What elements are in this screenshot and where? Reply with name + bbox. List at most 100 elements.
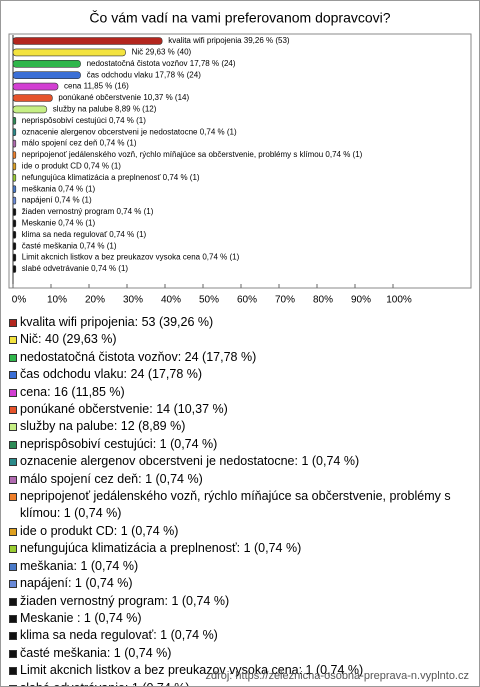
legend-item: meškania: 1 (0,74 %): [9, 558, 471, 575]
bar: [12, 128, 17, 136]
bar: [12, 37, 163, 45]
legend-label: Meskanie : 1 (0,74 %): [20, 610, 142, 625]
legend-item: oznacenie alergenov obcerstveni je nedos…: [9, 453, 471, 470]
legend-swatch: [9, 336, 17, 345]
legend-swatch: [9, 545, 17, 554]
x-tick-label: 10%: [47, 295, 67, 306]
legend-swatch: [9, 562, 17, 571]
legend-swatch: [9, 527, 17, 536]
legend-label: málo spojení cez deň: 1 (0,74 %): [20, 471, 203, 486]
source: zdroj: https://zeleznicna-osobna-preprav…: [205, 670, 469, 682]
bar-label: slabé odvetrávanie 0,74 % (1): [22, 264, 129, 273]
legend-swatch: [9, 493, 17, 502]
x-tick-label: 90%: [351, 295, 371, 306]
legend-label: Limit akcnich listkov a bez preukazov vy…: [20, 663, 364, 678]
legend-label: čas odchodu vlaku: 24 (17,78 %): [20, 367, 203, 382]
legend-label: oznacenie alergenov obcerstveni je nedos…: [20, 454, 360, 469]
bar-label: ponúkané občerstvenie 10,37 % (14): [58, 93, 189, 102]
chart: Čo vám vadí na vami preferovanom dopravc…: [8, 10, 472, 306]
x-tick-label: 60%: [237, 295, 257, 306]
bar-label: meškania 0,74 % (1): [22, 184, 96, 193]
legend-item: klima sa neda regulovať: 1 (0,74 %): [9, 627, 471, 644]
legend-label: cena: 16 (11,85 %): [20, 384, 125, 399]
bar: [12, 231, 17, 239]
bar: [12, 105, 48, 114]
legend-label: nefungujúca klimatizácia a preplnenosť: …: [20, 541, 302, 556]
legend-label: služby na palube: 12 (8,89 %): [20, 419, 186, 434]
legend-item: nefungujúca klimatizácia a preplnenosť: …: [9, 540, 471, 557]
x-tick-label: 80%: [313, 295, 333, 306]
legend-swatch: [9, 319, 17, 327]
legend-item: Nič: 40 (29,63 %): [9, 331, 471, 348]
legend-swatch: [9, 388, 17, 397]
bar: [12, 117, 17, 125]
x-tick-label: 30%: [123, 295, 143, 306]
legend-item: napájení: 1 (0,74 %): [9, 575, 471, 592]
bar: [12, 162, 17, 171]
legend-item: kvalita wifi pripojenia: 53 (39,26 %): [9, 314, 471, 331]
legend-item: služby na palube: 12 (8,89 %): [9, 418, 471, 435]
plot-frame: [8, 33, 472, 289]
bar: [12, 196, 17, 205]
bar: [12, 174, 17, 182]
bar-label: služby na palube 8,89 % (12): [53, 105, 157, 114]
bar: [12, 253, 17, 262]
legend-label: napájení: 1 (0,74 %): [20, 576, 133, 591]
legend-item: žiaden vernostný program: 1 (0,74 %): [9, 593, 471, 610]
bar: [12, 82, 59, 91]
x-tick-label: 40%: [161, 295, 181, 306]
bar-label: nedostatočná čistota vozňov 17,78 % (24): [87, 59, 236, 68]
bar: [12, 71, 81, 79]
bar: [12, 59, 81, 68]
legend-label: žiaden vernostný program: 1 (0,74 %): [20, 593, 230, 608]
bar-label: nepripojenoť jedálenského vozň, rýchlo m…: [22, 150, 363, 159]
bar-label: časté meškania 0,74 % (1): [22, 241, 117, 250]
bar: [12, 139, 17, 148]
legend-label: ide o produkt CD: 1 (0,74 %): [20, 523, 179, 538]
legend-label: klima sa neda regulovať: 1 (0,74 %): [20, 628, 218, 643]
legend-item: ponúkané občerstvenie: 14 (10,37 %): [9, 401, 471, 418]
legend-label: nedostatočná čistota vozňov: 24 (17,78 %…: [20, 349, 257, 364]
legend-swatch: [9, 371, 17, 380]
bar: [12, 94, 53, 102]
bar-label: žiaden vernostný program 0,74 % (1): [22, 207, 154, 216]
legend-item: Meskanie : 1 (0,74 %): [9, 610, 471, 627]
legend-item: nedostatočná čistota vozňov: 24 (17,78 %…: [9, 349, 471, 366]
x-tick-label: 100%: [386, 295, 412, 306]
bar: [12, 219, 17, 228]
bar-label: neprispôsobiví cestujúci 0,74 % (1): [22, 116, 146, 125]
legend-swatch: [9, 353, 17, 362]
bar-label: cena 11,85 % (16): [64, 82, 129, 91]
x-tick-label: 0%: [12, 295, 27, 306]
legend-label: kvalita wifi pripojenia: 53 (39,26 %): [20, 315, 214, 329]
legend-swatch: [9, 667, 17, 676]
bar: [12, 242, 17, 250]
legend-label: meškania: 1 (0,74 %): [20, 558, 139, 573]
legend-swatch: [9, 475, 17, 484]
legend-swatch: [9, 597, 17, 606]
legend-item: slabé odvetrávanie: 1 (0,74 %): [9, 680, 471, 686]
bar: [12, 151, 17, 159]
x-tick-label: 70%: [275, 295, 295, 306]
bar: [12, 48, 126, 57]
legend-swatch: [9, 684, 17, 686]
bar-label: málo spojení cez deň 0,74 % (1): [22, 139, 137, 148]
legend-item: neprispôsobiví cestujúci: 1 (0,74 %): [9, 436, 471, 453]
bar-label: nefungujúca klimatizácia a preplnenosť 0…: [22, 173, 200, 182]
chart-title: Čo vám vadí na vami preferovanom dopravc…: [89, 10, 390, 26]
legend-label: nepripojenoť jedálenského vozň, rýchlo m…: [20, 489, 451, 521]
bar-label: Limit akcnich listkov a bez preukazov vy…: [22, 253, 240, 262]
legend-label: slabé odvetrávanie: 1 (0,74 %): [20, 681, 190, 686]
legend-swatch: [9, 440, 17, 449]
bar-label: napájení 0,74 % (1): [22, 196, 92, 205]
bar: [12, 208, 17, 216]
legend-swatch: [9, 423, 17, 432]
x-tick-label: 50%: [199, 295, 219, 306]
bar-label: Nič 29,63 % (40): [132, 48, 192, 57]
legend-item: Limit akcnich listkov a bez preukazov vy…: [9, 662, 471, 679]
bar: [12, 265, 17, 273]
legend-item: časté meškania: 1 (0,74 %): [9, 645, 471, 662]
legend-item: čas odchodu vlaku: 24 (17,78 %): [9, 366, 471, 383]
bar-label: klima sa neda regulovať 0,74 % (1): [22, 230, 147, 239]
legend-label: neprispôsobiví cestujúci: 1 (0,74 %): [20, 436, 218, 451]
